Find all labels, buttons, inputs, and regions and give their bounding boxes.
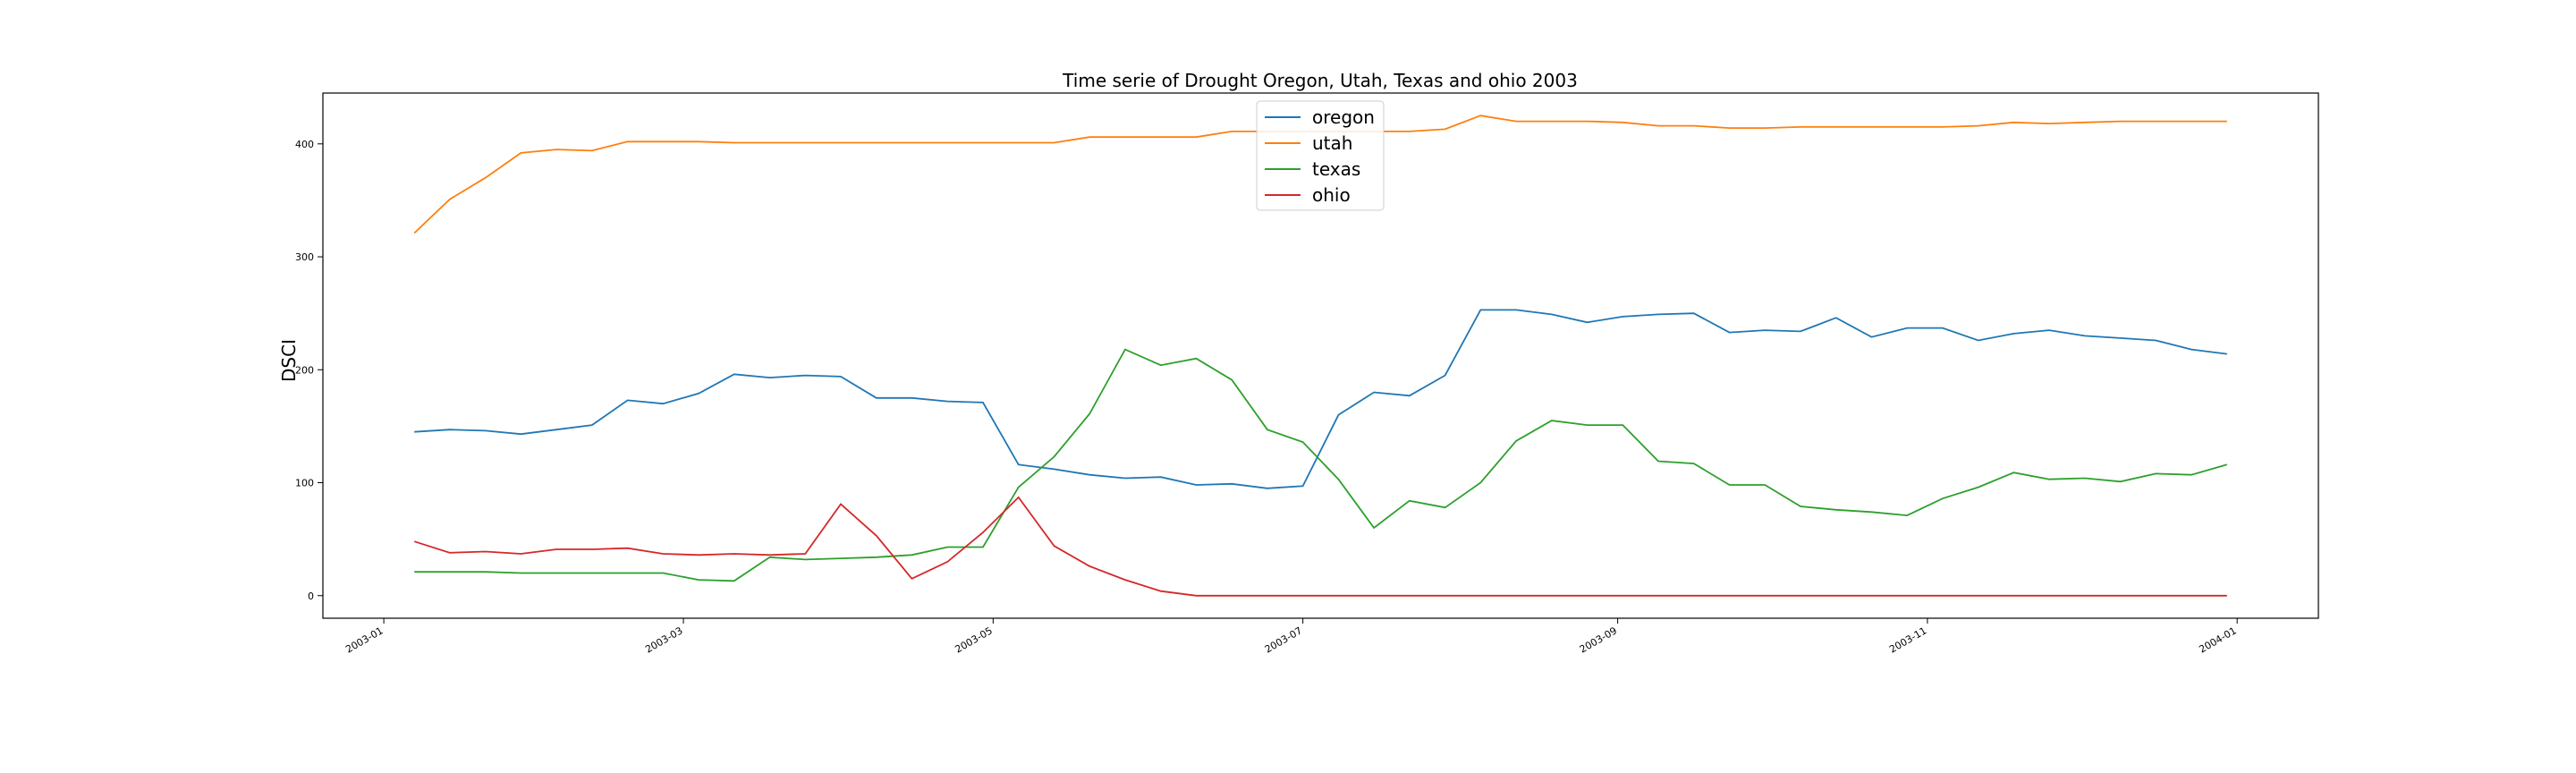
y-axis: 0 100 200 300 400 — [295, 139, 323, 602]
legend-box — [1256, 100, 1385, 211]
legend: oregon utah texas ohio — [1256, 100, 1385, 211]
series-line-texas — [414, 348, 2228, 582]
series-line-ohio — [413, 496, 2227, 597]
legend-label-utah: utah — [1312, 132, 1352, 154]
legend-label-texas: texas — [1312, 158, 1360, 180]
y-tick-label: 100 — [295, 478, 314, 489]
plot-lines — [413, 115, 2228, 597]
y-tick-label: 300 — [295, 251, 314, 263]
chart-title: Time serie of Drought Oregon, Utah, Texa… — [1062, 70, 1578, 91]
plot-frame — [322, 92, 2319, 619]
y-tick-label: 200 — [295, 364, 314, 376]
y-axis-label: DSCI — [278, 339, 300, 382]
y-tick-label: 0 — [308, 590, 314, 602]
legend-label-oregon: oregon — [1312, 106, 1375, 128]
y-tick-label: 400 — [295, 139, 314, 150]
series-line-oregon — [414, 309, 2227, 489]
legend-label-ohio: ohio — [1312, 184, 1351, 206]
